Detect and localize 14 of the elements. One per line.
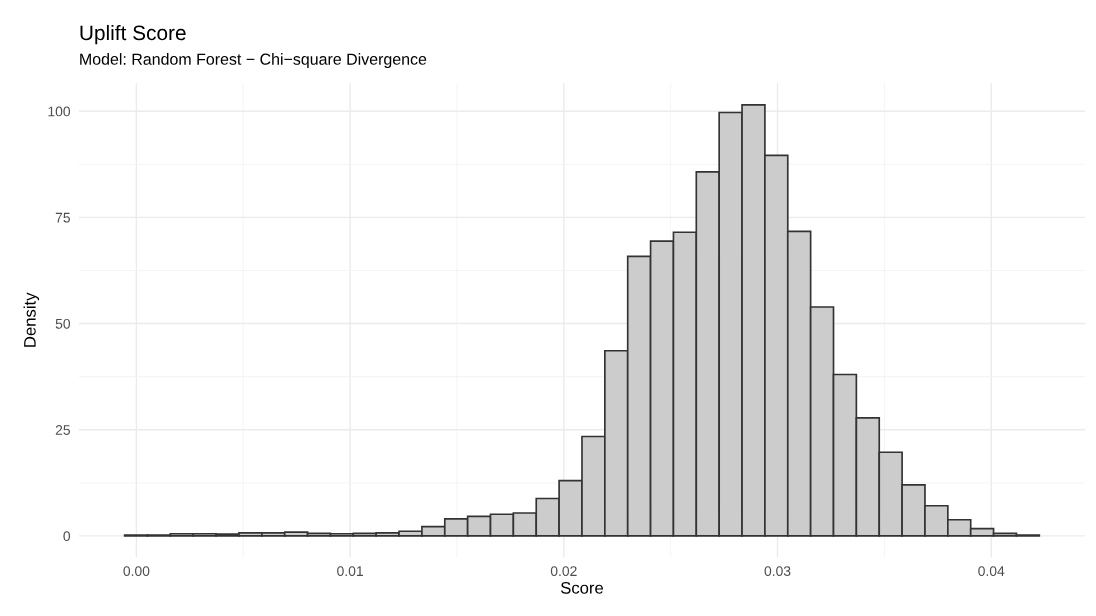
x-tick-label: 0.02 (550, 566, 577, 577)
y-tick-label: 100 (48, 106, 71, 117)
y-tick-label: 0 (63, 531, 71, 542)
chart-subtitle: Model: Random Forest − Chi−square Divergence (80, 53, 427, 68)
y-axis-title: Density (23, 292, 40, 347)
chart-title: Uplift Score (80, 24, 186, 45)
x-tick-label: 0.03 (764, 566, 791, 577)
y-tick-label: 50 (55, 318, 71, 329)
y-tick-label: 25 (55, 425, 70, 435)
x-tick-label: 0.00 (123, 566, 150, 577)
y-tick-label: 75 (55, 212, 70, 223)
x-tick-label: 0.04 (978, 566, 1005, 577)
x-tick-label: 0.01 (337, 566, 363, 577)
x-axis-title: Score (560, 581, 604, 594)
